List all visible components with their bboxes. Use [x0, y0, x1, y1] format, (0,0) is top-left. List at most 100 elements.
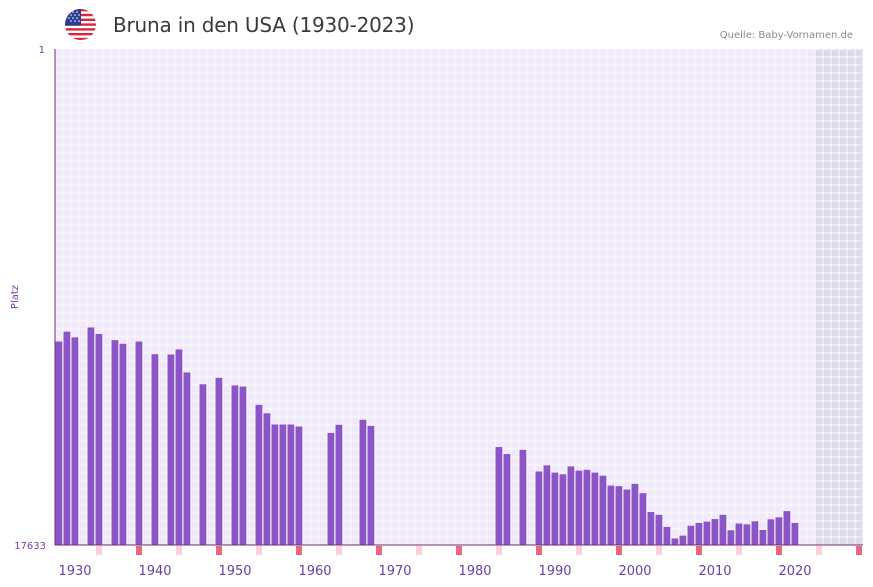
- marker-1958: [296, 546, 302, 555]
- marker-1963: [336, 546, 342, 555]
- bar-2014: [743, 524, 751, 545]
- bar-2005: [671, 538, 679, 545]
- x-tick-1980: 1980: [458, 564, 491, 579]
- bar-1942: [167, 354, 175, 545]
- bar-1962: [327, 432, 335, 545]
- bar-2020: [791, 522, 799, 545]
- bar-2004: [663, 526, 671, 545]
- marker-1983: [496, 546, 502, 555]
- bar-1955: [271, 424, 279, 545]
- bar-2012: [727, 530, 735, 545]
- bar-1956: [279, 424, 287, 545]
- x-tick-1990: 1990: [538, 564, 571, 579]
- marker-2008: [696, 546, 702, 555]
- marker-1973: [416, 546, 422, 555]
- x-tick-2020: 2020: [778, 564, 811, 579]
- marker-1988: [536, 546, 542, 555]
- bar-1986: [519, 449, 527, 545]
- x-tick-1970: 1970: [378, 564, 411, 579]
- x-tick-2010: 2010: [698, 564, 731, 579]
- marker-2028: [856, 546, 862, 555]
- bar-1954: [263, 413, 271, 545]
- bar-1998: [615, 486, 623, 545]
- bar-1953: [255, 404, 263, 545]
- bar-2006: [679, 535, 687, 545]
- bar-1995: [591, 472, 599, 545]
- bar-1989: [543, 465, 551, 545]
- marker-1953: [256, 546, 262, 555]
- bar-2013: [735, 523, 743, 545]
- x-tick-2000: 2000: [618, 564, 651, 579]
- bar-1929: [63, 331, 71, 545]
- bar-1932: [87, 327, 95, 545]
- bar-2008: [695, 522, 703, 545]
- bar-2003: [655, 514, 663, 545]
- bar-1994: [583, 469, 591, 545]
- marker-1968: [376, 546, 382, 555]
- bar-1991: [559, 474, 567, 545]
- x-axis-ticks: 1930 1940 1950 1960 1970 1980 1990 2000 2010 2020: [58, 564, 811, 579]
- bar-1958: [295, 426, 303, 545]
- bar-1951: [239, 386, 247, 545]
- bar-2011: [719, 514, 727, 545]
- bar-1988: [535, 471, 543, 545]
- y-axis-label: Platz: [10, 285, 21, 309]
- chart-title: Bruna in den USA (1930-2023): [113, 13, 415, 37]
- bar-1963: [335, 424, 343, 545]
- marker-1938: [136, 546, 142, 555]
- bar-1936: [119, 343, 127, 545]
- bar-1967: [367, 425, 375, 545]
- bar-1930: [71, 337, 79, 545]
- x-tick-1960: 1960: [298, 564, 331, 579]
- bar-2015: [751, 521, 759, 545]
- source-link[interactable]: Quelle: Baby-Vornamen.de: [719, 30, 853, 41]
- bar-1948: [215, 377, 223, 545]
- decade-markers: [96, 546, 862, 555]
- bar-2002: [647, 512, 655, 545]
- bar-2009: [703, 521, 711, 545]
- bar-1966: [359, 419, 367, 545]
- bar-1983: [495, 447, 503, 545]
- bar-2010: [711, 519, 719, 545]
- bar-1993: [575, 470, 583, 545]
- marker-2018: [776, 546, 782, 555]
- marker-1998: [616, 546, 622, 555]
- marker-2023: [816, 546, 822, 555]
- bar-2019: [783, 511, 791, 545]
- bar-1935: [111, 340, 119, 545]
- bar-1999: [623, 489, 631, 545]
- x-tick-1940: 1940: [138, 564, 171, 579]
- bar-1933: [95, 333, 103, 545]
- bar-1943: [175, 349, 183, 545]
- us-flag-icon: [65, 9, 96, 40]
- bar-1940: [151, 354, 159, 545]
- bar-1996: [599, 475, 607, 545]
- y-tick-bottom: 17633: [14, 541, 46, 552]
- bar-2017: [767, 519, 775, 545]
- marker-1978: [456, 546, 462, 555]
- bar-2018: [775, 517, 783, 545]
- y-tick-top: 1: [39, 45, 45, 56]
- x-tick-1930: 1930: [58, 564, 91, 579]
- marker-1943: [176, 546, 182, 555]
- bar-1946: [199, 384, 207, 545]
- bar-1950: [231, 385, 239, 545]
- bar-1928: [55, 341, 63, 545]
- bar-1992: [567, 466, 575, 545]
- marker-1948: [216, 546, 222, 555]
- bar-1990: [551, 472, 559, 545]
- bar-1957: [287, 424, 295, 545]
- marker-1933: [96, 546, 102, 555]
- bar-2007: [687, 525, 695, 545]
- bar-2000: [631, 483, 639, 545]
- bar-1944: [183, 372, 191, 545]
- marker-2013: [736, 546, 742, 555]
- bar-1938: [135, 341, 143, 545]
- marker-2003: [656, 546, 662, 555]
- marker-1993: [576, 546, 582, 555]
- bar-1984: [503, 454, 511, 545]
- x-tick-1950: 1950: [218, 564, 251, 579]
- bar-2016: [759, 530, 767, 545]
- bars: [55, 327, 799, 545]
